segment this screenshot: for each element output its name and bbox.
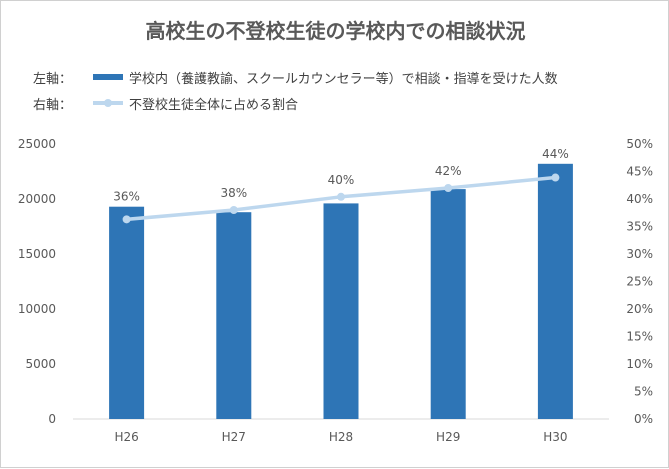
legend-right-axis-label: 右軸： [33,97,73,113]
bar [323,203,359,419]
legend-left-axis-label: 左軸： [33,71,73,87]
y-left-tick-label: 10000 [18,302,56,316]
y-right-tick-label: 10% [626,357,653,371]
x-tick-label: H29 [436,430,460,444]
line-data-label: 38% [220,186,247,200]
legend-line-label: 不登校生徒全体に占める割合 [129,97,299,113]
legend-line-marker [104,99,112,107]
bar [537,163,573,419]
legend-line-swatch [93,99,123,107]
x-tick-label: H27 [222,430,246,444]
x-tick-label: H28 [329,430,353,444]
y-right-tick-label: 50% [626,137,653,151]
bar [430,189,466,419]
line-point [444,184,453,192]
y-right-tick-label: 40% [626,192,653,206]
x-tick-label: H30 [543,430,567,444]
line-point [229,206,238,214]
line-data-label: 44% [542,147,569,161]
y-right-tick-label: 15% [626,330,653,344]
bar [109,206,145,419]
legend-bar-label: 学校内（養護教諭、スクールカウンセラー等）で相談・指導を受けた人数 [129,71,558,87]
y-left-tick-label: 15000 [18,247,56,261]
line-data-label: 40% [328,173,355,187]
y-left-tick-label: 20000 [18,192,56,206]
line-data-label: 42% [435,164,462,178]
x-tick-label: H26 [114,430,138,444]
y-right-tick-label: 45% [626,165,653,179]
y-right-tick-label: 30% [626,247,653,261]
bar [216,212,252,419]
chart-title: 高校生の不登校生徒の学校内での相談状況 [145,19,526,43]
legend-bar-entry: 左軸： 学校内（養護教諭、スクールカウンセラー等）で相談・指導を受けた人数 [33,67,558,87]
legend-bar-swatch [93,74,123,80]
y-right-tick-label: 25% [626,275,653,289]
y-left-tick-label: 0 [48,412,56,426]
line-data-label: 36% [113,190,140,204]
y-left-tick-label: 5000 [25,357,56,371]
line-point [551,173,560,182]
line-point [122,215,131,224]
y-right-tick-label: 20% [626,302,653,316]
legend-line-entry: 右軸： 不登校生徒全体に占める割合 [33,93,298,113]
y-right-tick-label: 35% [626,220,653,234]
y-left-tick-label: 25000 [18,137,56,151]
line-point [337,192,345,201]
y-right-tick-label: 0% [634,412,653,426]
y-right-tick-label: 5% [634,385,653,399]
